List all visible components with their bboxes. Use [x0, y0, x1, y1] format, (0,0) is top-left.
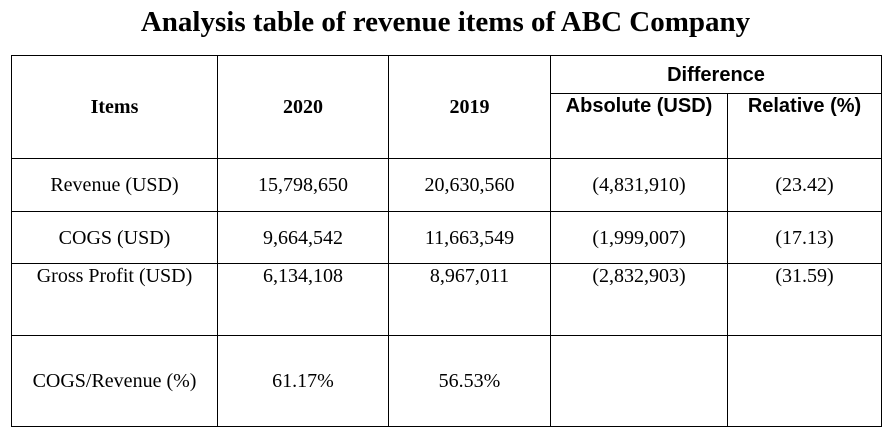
- table-row: Revenue (USD) 15,798,650 20,630,560 (4,8…: [11, 158, 882, 212]
- row-relative-value: (17.13): [727, 211, 882, 264]
- row-relative-value: [727, 335, 882, 427]
- row-2020-value: 9,664,542: [217, 211, 389, 264]
- header-items: Items: [11, 55, 218, 159]
- row-2019-value: 8,967,011: [388, 263, 551, 336]
- header-absolute: Absolute (USD): [550, 93, 728, 159]
- row-item: COGS (USD): [11, 211, 218, 264]
- table-row: COGS/Revenue (%) 61.17% 56.53%: [11, 335, 882, 427]
- row-absolute-value: (2,832,903): [550, 263, 728, 336]
- row-relative-value: (31.59): [727, 263, 882, 336]
- row-absolute-value: [550, 335, 728, 427]
- header-difference: Difference: [550, 55, 882, 94]
- row-2019-value: 56.53%: [388, 335, 551, 427]
- row-relative-value: (23.42): [727, 158, 882, 212]
- row-absolute-value: (4,831,910): [550, 158, 728, 212]
- row-item: Revenue (USD): [11, 158, 218, 212]
- row-2020-value: 15,798,650: [217, 158, 389, 212]
- row-2019-value: 20,630,560: [388, 158, 551, 212]
- row-2020-value: 6,134,108: [217, 263, 389, 336]
- row-2019-value: 11,663,549: [388, 211, 551, 264]
- header-2020: 2020: [217, 55, 389, 159]
- table-row: COGS (USD) 9,664,542 11,663,549 (1,999,0…: [11, 211, 882, 264]
- row-2020-value: 61.17%: [217, 335, 389, 427]
- header-2019: 2019: [388, 55, 551, 159]
- row-item: COGS/Revenue (%): [11, 335, 218, 427]
- table-title: Analysis table of revenue items of ABC C…: [140, 6, 751, 38]
- revenue-analysis-table: Items 2020 2019 Difference Absolute (USD…: [11, 55, 882, 427]
- table-row: Gross Profit (USD) 6,134,108 8,967,011 (…: [11, 263, 882, 336]
- row-absolute-value: (1,999,007): [550, 211, 728, 264]
- row-item: Gross Profit (USD): [11, 263, 218, 336]
- header-relative: Relative (%): [727, 93, 882, 159]
